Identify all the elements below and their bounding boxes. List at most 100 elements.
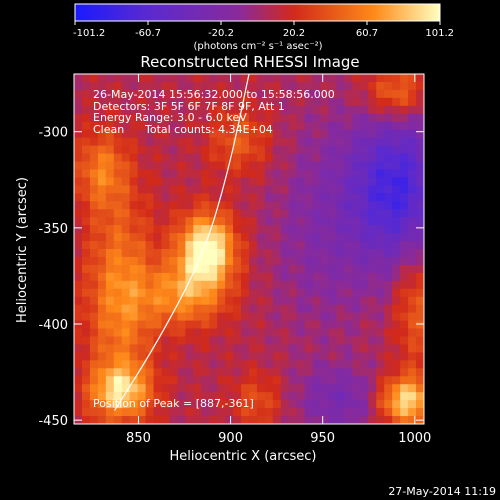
image-cell (360, 209, 369, 218)
image-cell (177, 153, 186, 162)
image-cell (241, 400, 250, 409)
image-cell (97, 105, 107, 115)
image-cell (225, 241, 234, 250)
image-cell (296, 352, 306, 361)
image-cell (201, 105, 210, 115)
image-cell (113, 193, 123, 202)
image-cell (169, 352, 178, 361)
image-cell (193, 145, 202, 154)
image-cell (312, 105, 321, 115)
image-cell (249, 121, 258, 131)
image-cell (264, 169, 274, 178)
image-cell (177, 272, 186, 282)
image-cell (376, 312, 385, 321)
image-cell (233, 113, 242, 123)
image-cell (113, 272, 123, 282)
image-cell (81, 209, 91, 218)
image-cell (400, 312, 409, 321)
image-cell (177, 129, 186, 139)
image-cell (193, 280, 202, 290)
image-cell (241, 241, 250, 250)
image-cell (161, 376, 170, 385)
image-cell (129, 272, 139, 282)
image-cell (249, 241, 258, 250)
image-cell (241, 272, 250, 282)
image-cell (121, 185, 131, 194)
image-cell (328, 113, 337, 123)
image-cell (161, 344, 170, 353)
image-cell (249, 264, 258, 274)
image-cell (74, 153, 83, 162)
image-cell (145, 416, 154, 424)
image-cell (225, 336, 234, 345)
image-cell (177, 169, 186, 178)
image-cell (352, 177, 361, 186)
image-cell (352, 201, 361, 210)
image-cell (225, 360, 234, 369)
image-cell (360, 264, 369, 274)
image-cell (153, 256, 162, 266)
image-cell (129, 89, 139, 99)
image-cell (352, 304, 361, 314)
image-cell (161, 137, 170, 146)
image-cell (336, 137, 345, 146)
image-cell (153, 320, 162, 329)
image-cell (121, 384, 131, 393)
image-cell (392, 249, 401, 258)
image-cell (336, 392, 345, 401)
image-cell (217, 296, 226, 306)
image-cell (280, 129, 290, 139)
image-cell (336, 352, 345, 361)
image-cell (360, 288, 369, 298)
image-cell (368, 304, 377, 314)
image-cell (376, 161, 385, 170)
image-cell (89, 81, 99, 91)
image-cell (352, 105, 361, 115)
image-cell (400, 201, 409, 210)
image-cell (368, 352, 377, 361)
image-cell (89, 193, 99, 202)
image-cell (89, 113, 99, 123)
image-cell (137, 225, 146, 234)
image-cell (272, 97, 282, 107)
colorbar (74, 3, 441, 22)
image-cell (113, 201, 123, 210)
image-cell (280, 233, 290, 242)
image-cell (328, 105, 337, 115)
image-cell (209, 81, 218, 91)
image-cell (336, 296, 345, 306)
image-cell (153, 153, 162, 162)
image-cell (352, 288, 361, 298)
image-cell (392, 185, 401, 194)
image-cell (89, 272, 99, 282)
image-cell (217, 169, 226, 178)
image-cell (97, 193, 107, 202)
image-cell (233, 153, 242, 162)
image-cell (241, 97, 250, 107)
annotation-peak: Position of Peak = [887,-361] (93, 397, 254, 410)
image-cell (360, 89, 369, 99)
image-cell (304, 296, 314, 306)
image-cell (384, 344, 393, 353)
image-cell (280, 400, 290, 409)
image-cell (74, 360, 83, 369)
image-cell (256, 129, 266, 139)
image-cell (400, 177, 409, 186)
image-cell (336, 328, 345, 337)
image-cell (272, 320, 282, 329)
image-cell (145, 193, 154, 202)
image-cell (392, 121, 401, 131)
image-cell (376, 376, 385, 385)
image-cell (74, 89, 83, 99)
image-cell (416, 121, 424, 131)
image-cell (336, 400, 345, 409)
image-cell (352, 121, 361, 131)
image-cell (89, 336, 99, 345)
image-cell (280, 137, 290, 146)
image-cell (256, 137, 266, 146)
image-cell (185, 177, 194, 186)
image-cell (225, 105, 234, 115)
image-cell (105, 233, 115, 242)
image-cell (201, 113, 210, 123)
image-cell (233, 368, 242, 377)
